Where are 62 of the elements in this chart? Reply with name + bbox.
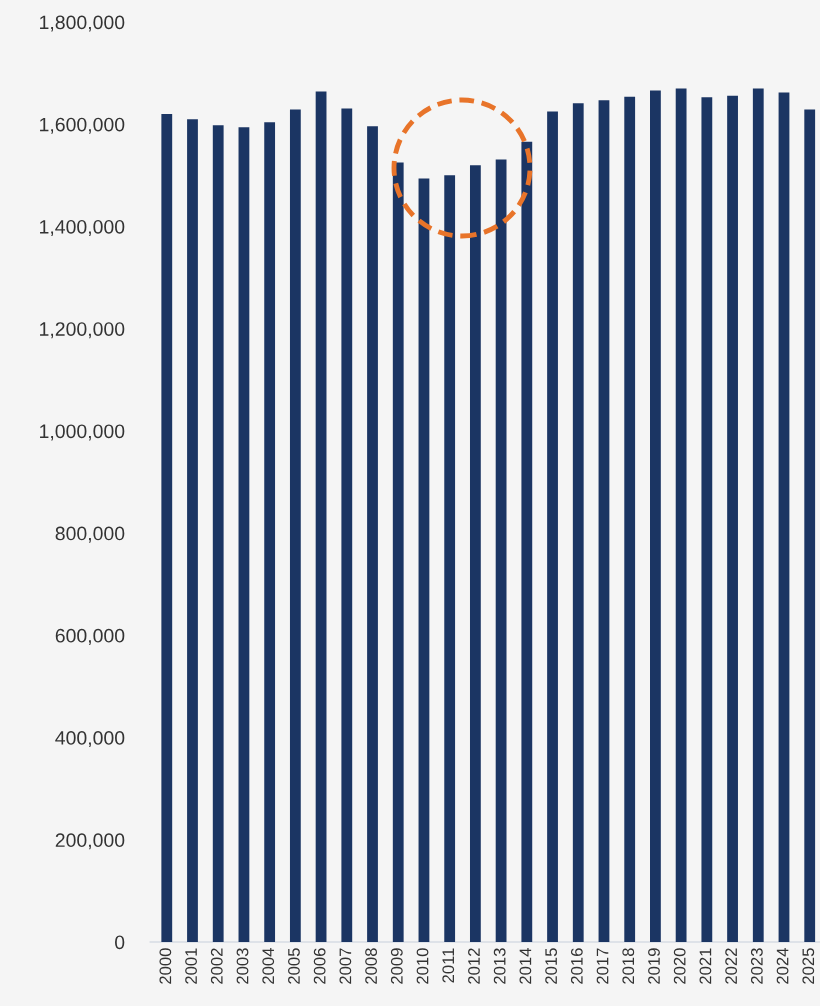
bar xyxy=(367,126,378,943)
bar xyxy=(392,162,404,943)
y-tick-label: 1,400,000 xyxy=(40,219,125,237)
x-tick-label: 2007 xyxy=(339,948,352,984)
bar xyxy=(315,91,327,943)
x-tick-label: 2011 xyxy=(442,948,455,983)
bar xyxy=(650,90,661,943)
y-tick-label: 600,000 xyxy=(55,628,125,645)
x-tick-label: 2016 xyxy=(570,948,583,984)
x-tick-label: 2006 xyxy=(313,948,326,984)
x-tick-label: 2025 xyxy=(802,948,815,984)
y-tick-label: 800,000 xyxy=(55,526,125,543)
x-tick-label: 2005 xyxy=(288,948,300,984)
bar xyxy=(264,122,276,943)
x-tick-label: 2010 xyxy=(416,948,429,984)
x-tick-label: 2023 xyxy=(750,948,763,984)
x-tick-label: 2009 xyxy=(390,948,403,984)
bar xyxy=(187,119,198,943)
x-tick-label: 2008 xyxy=(365,948,377,984)
x-tick-label: 2012 xyxy=(468,948,480,984)
y-tick-label: 1,600,000 xyxy=(40,117,125,134)
x-tick-label: 2021 xyxy=(699,948,712,984)
bar xyxy=(341,108,353,943)
bar xyxy=(521,141,533,943)
bar xyxy=(675,88,687,943)
x-tick-label: 2019 xyxy=(648,948,660,984)
bar xyxy=(289,109,301,943)
y-tick-label: 200,000 xyxy=(55,833,125,850)
y-tick-label: 400,000 xyxy=(55,731,125,748)
bar xyxy=(572,103,584,943)
bar xyxy=(547,111,558,943)
bar xyxy=(212,125,224,943)
bar xyxy=(701,97,713,943)
y-tick-label: 0 xyxy=(115,935,125,950)
x-tick-label: 2017 xyxy=(596,948,609,984)
y-tick-label: 1,800,000 xyxy=(40,15,125,32)
bar xyxy=(752,88,764,943)
x-tick-label: 2013 xyxy=(493,948,506,984)
x-tick-label: 2020 xyxy=(673,948,686,984)
bar xyxy=(469,165,481,943)
bar xyxy=(495,159,507,943)
y-tick-label: 1,000,000 xyxy=(40,424,125,441)
bar xyxy=(238,127,250,943)
bar xyxy=(444,175,456,943)
x-tick-label: 2018 xyxy=(622,948,635,984)
x-tick-label: 2022 xyxy=(725,948,738,984)
x-tick-label: 2002 xyxy=(210,948,223,984)
y-tick-label: 1,200,000 xyxy=(40,322,125,339)
x-tick-label: 2000 xyxy=(159,948,172,984)
bar xyxy=(598,100,610,943)
x-tick-label: 2024 xyxy=(776,948,789,984)
bar xyxy=(624,96,636,943)
bar xyxy=(161,114,173,943)
bar xyxy=(418,178,430,943)
x-tick-label: 2015 xyxy=(545,948,558,984)
bar xyxy=(727,95,738,943)
bar xyxy=(804,109,816,943)
x-tick-label: 2003 xyxy=(236,948,249,984)
x-tick-label: 2014 xyxy=(519,948,532,984)
x-tick-label: 2004 xyxy=(262,948,275,984)
x-tick-label: 2001 xyxy=(185,948,197,984)
bar xyxy=(778,92,790,943)
